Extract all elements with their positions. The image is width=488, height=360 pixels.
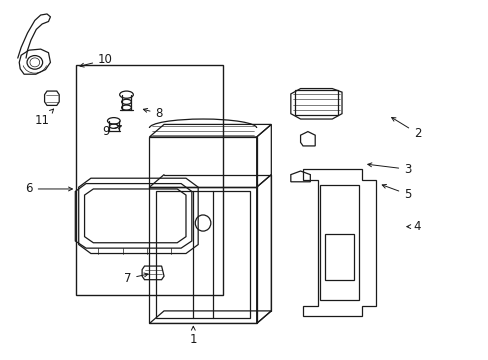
Text: 9: 9	[102, 125, 121, 138]
Bar	[76, 65, 222, 295]
Text: 10: 10	[80, 53, 113, 67]
Text: 4: 4	[406, 220, 421, 233]
Text: 7: 7	[123, 272, 148, 285]
Text: 11: 11	[35, 109, 54, 127]
Text: 6: 6	[25, 183, 72, 195]
Text: 5: 5	[382, 184, 411, 201]
Text: 2: 2	[391, 117, 421, 140]
Text: 8: 8	[143, 107, 163, 120]
Text: 3: 3	[367, 163, 411, 176]
Text: 1: 1	[189, 326, 197, 346]
